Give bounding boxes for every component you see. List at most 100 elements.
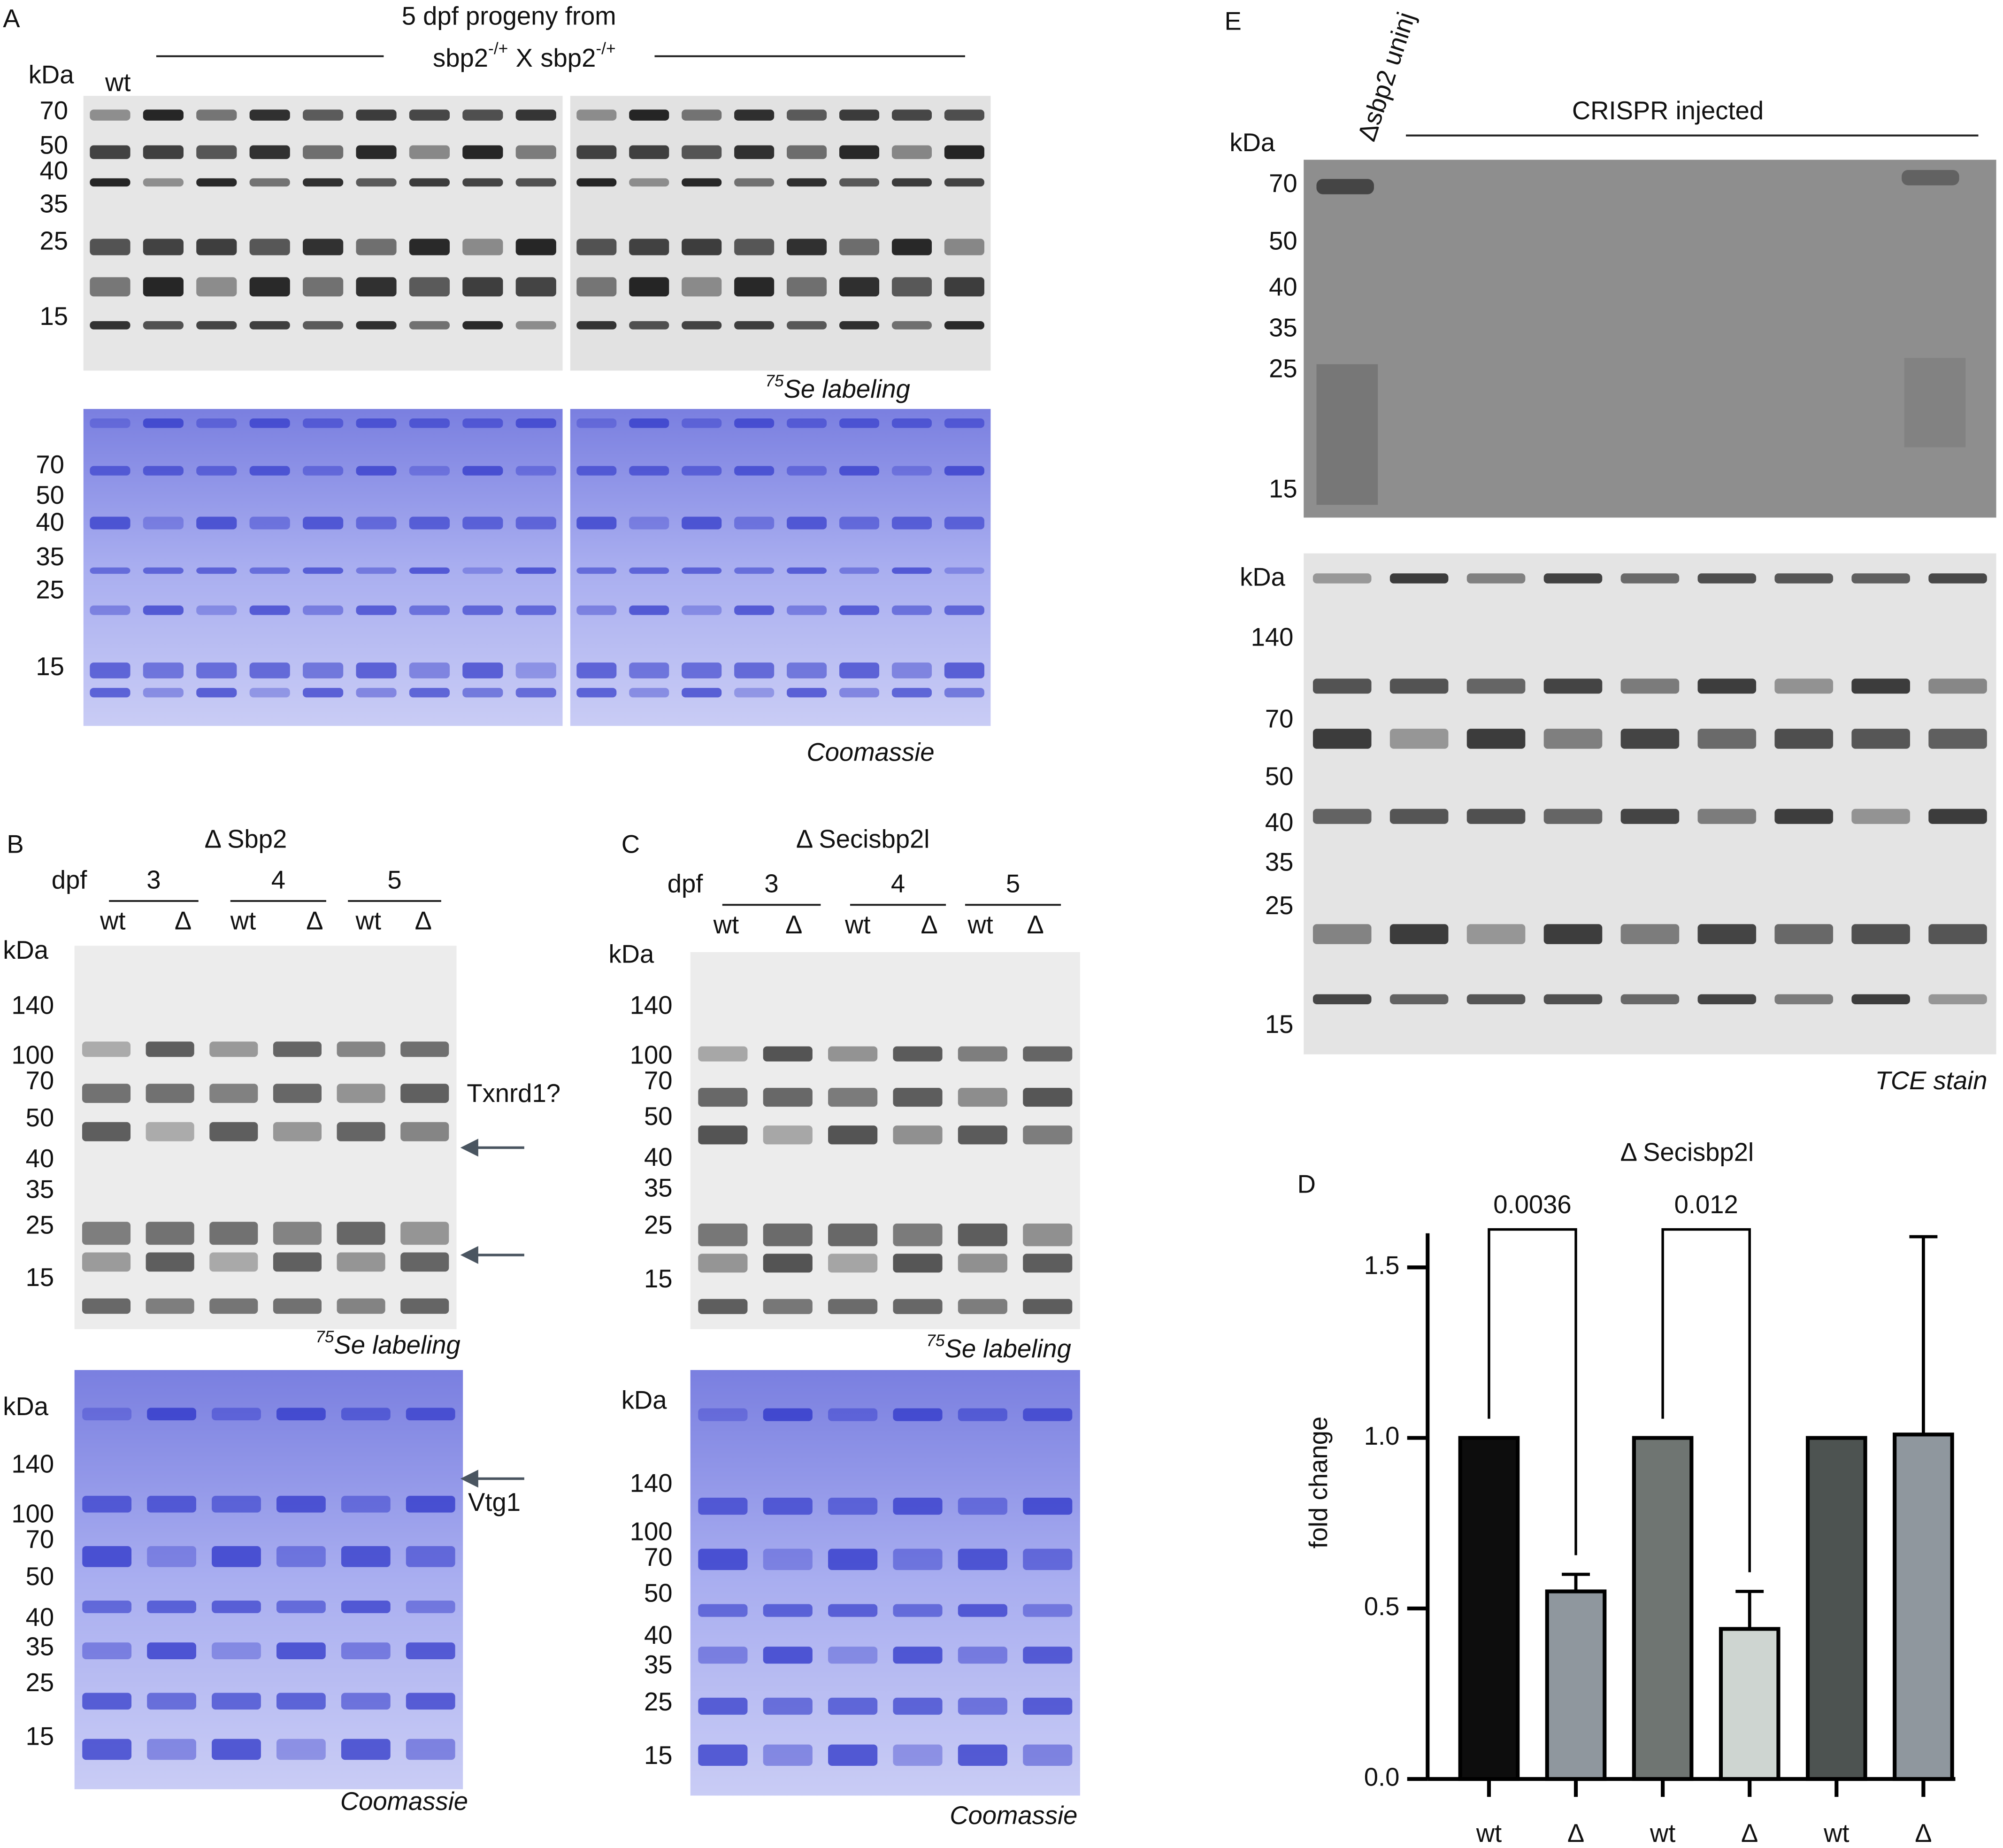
band — [1620, 678, 1680, 694]
band — [682, 109, 722, 121]
marker-label: 100 — [11, 1500, 54, 1528]
band — [1312, 994, 1372, 1004]
band — [734, 688, 775, 698]
lane-label: wt — [105, 68, 130, 97]
band — [196, 688, 237, 698]
marker-label: 50 — [644, 1102, 673, 1131]
marker-label: 35 — [26, 1632, 54, 1661]
band — [462, 688, 503, 698]
band — [147, 1642, 196, 1660]
band — [763, 1299, 813, 1314]
band — [147, 1739, 196, 1760]
band — [303, 109, 344, 121]
band — [828, 1548, 878, 1570]
day-label: 5 — [387, 866, 401, 894]
band — [406, 1739, 455, 1760]
band — [682, 688, 722, 698]
band — [273, 1222, 322, 1245]
band — [944, 145, 984, 159]
band — [409, 178, 450, 187]
band — [406, 1408, 455, 1421]
band — [828, 1647, 878, 1664]
marker-label: 140 — [630, 1469, 673, 1497]
band — [576, 277, 617, 297]
band — [958, 1604, 1007, 1617]
band — [893, 1254, 943, 1273]
band — [629, 466, 669, 476]
band — [196, 662, 237, 678]
lane-label: wt — [100, 907, 125, 935]
band — [682, 567, 722, 574]
gel — [1304, 160, 1996, 518]
band — [958, 1548, 1007, 1570]
band — [629, 662, 669, 678]
lane-label: wt — [844, 910, 870, 939]
band — [406, 1495, 455, 1513]
band — [891, 516, 932, 530]
band — [212, 1642, 261, 1660]
band — [576, 239, 617, 255]
marker-label: 35 — [644, 1174, 673, 1202]
band — [409, 688, 450, 698]
p-value: 0.012 — [1674, 1190, 1738, 1219]
band — [828, 1046, 878, 1062]
band — [356, 145, 397, 159]
band — [893, 1046, 943, 1062]
band — [146, 1222, 194, 1245]
bar — [1893, 1432, 1954, 1781]
band — [146, 1122, 194, 1141]
band — [1697, 924, 1757, 944]
band — [212, 1601, 261, 1613]
band — [515, 605, 556, 615]
band — [249, 239, 290, 255]
band — [1928, 924, 1987, 944]
band — [196, 321, 237, 330]
band — [763, 1408, 813, 1421]
band — [763, 1548, 813, 1570]
arrow-head — [460, 1246, 478, 1264]
band — [209, 1122, 258, 1141]
gene: sbp2 — [433, 44, 488, 72]
day-label: 3 — [764, 870, 778, 898]
day-label: 5 — [1006, 870, 1020, 898]
band — [828, 1744, 878, 1766]
band — [303, 145, 344, 159]
band — [273, 1041, 322, 1057]
marker-label: 40 — [1269, 273, 1297, 301]
band — [303, 516, 344, 530]
band — [212, 1408, 261, 1421]
marker-label: 140 — [1251, 623, 1294, 651]
band — [249, 662, 290, 678]
band — [944, 418, 984, 428]
band — [839, 567, 880, 574]
band — [944, 239, 984, 255]
band — [944, 516, 984, 530]
marker-label: 25 — [40, 227, 69, 255]
band — [515, 688, 556, 698]
band — [828, 1254, 878, 1273]
band — [337, 1222, 385, 1245]
band — [629, 418, 669, 428]
band — [406, 1693, 455, 1710]
marker-label: 25 — [1269, 354, 1297, 383]
band — [462, 277, 503, 297]
band — [341, 1408, 391, 1421]
group-label: CRISPR injected — [1572, 96, 1764, 125]
band — [1023, 1604, 1073, 1617]
band — [839, 145, 880, 159]
isotope: 75 — [315, 1328, 334, 1346]
band — [249, 466, 290, 476]
band — [303, 321, 344, 330]
marker-label: 40 — [36, 508, 64, 536]
panel-title: 5 dpf progeny from — [402, 1, 616, 30]
band — [462, 605, 503, 615]
band — [891, 605, 932, 615]
genotype: -/+ — [488, 40, 508, 58]
band — [734, 418, 775, 428]
lane-label: Δ — [175, 907, 192, 935]
band — [682, 516, 722, 530]
band — [839, 239, 880, 255]
band — [515, 277, 556, 297]
band — [576, 662, 617, 678]
cross-sign: X — [516, 44, 533, 72]
